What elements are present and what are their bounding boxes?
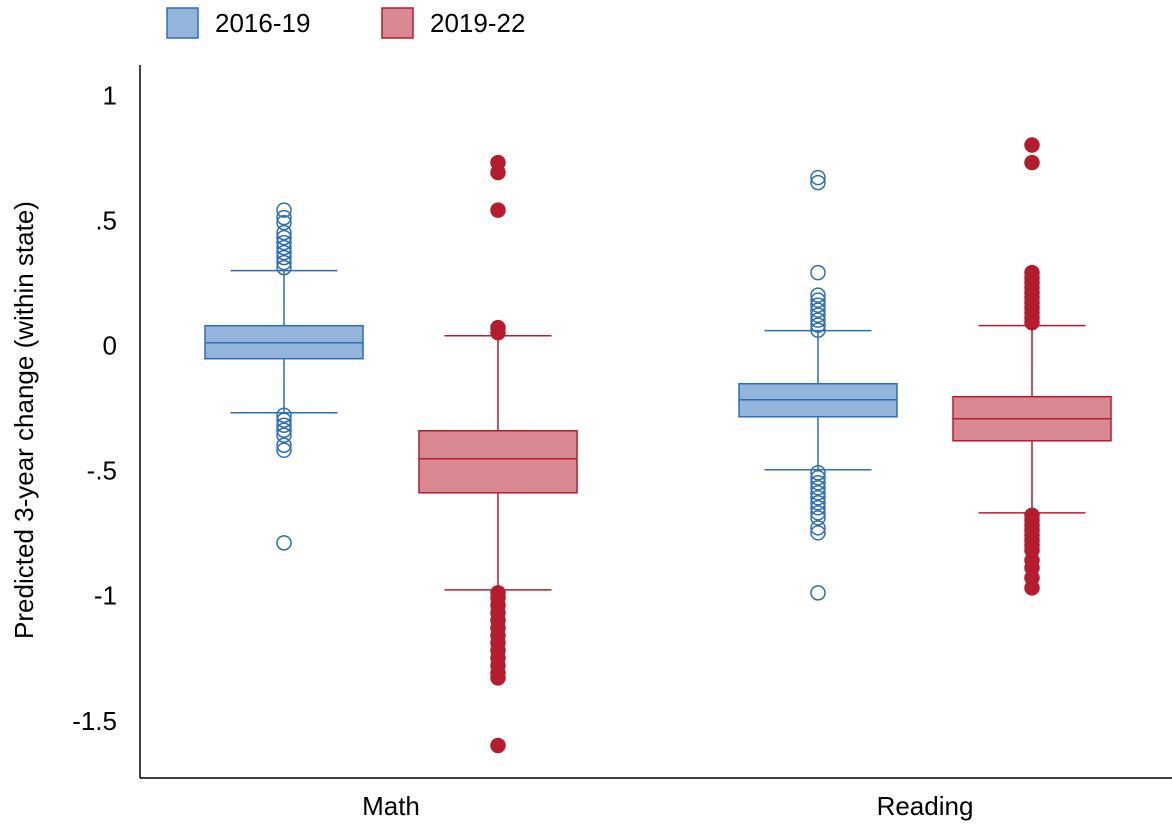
- outlier: [810, 490, 826, 506]
- outlier: [1024, 580, 1040, 596]
- outlier: [276, 234, 292, 251]
- box: [418, 430, 578, 494]
- outlier: [490, 670, 506, 686]
- outlier: [276, 202, 292, 218]
- outlier: [810, 495, 826, 511]
- outlier: [810, 169, 826, 186]
- outlier: [810, 312, 826, 328]
- legend-label: 2016-19: [215, 8, 310, 38]
- outlier: [276, 214, 292, 231]
- outlier: [810, 307, 826, 323]
- legend-swatch: [166, 7, 199, 39]
- outlier: [810, 510, 826, 526]
- outlier: [810, 470, 826, 486]
- outlier: [276, 427, 292, 444]
- outlier: [810, 297, 826, 313]
- outlier: [810, 485, 826, 501]
- outlier: [810, 287, 826, 303]
- outlier: [810, 505, 826, 521]
- y-tick-label: -1: [94, 581, 117, 611]
- x-tick-label: Math: [362, 791, 420, 821]
- outlier: [276, 437, 292, 454]
- outlier: [276, 239, 292, 256]
- outlier: [810, 475, 826, 491]
- outlier: [276, 254, 292, 271]
- outlier: [276, 417, 292, 434]
- outlier: [490, 737, 506, 754]
- outlier: [276, 259, 292, 276]
- outlier: [276, 422, 292, 439]
- outlier: [810, 322, 826, 338]
- y-tick-label: 0: [103, 331, 117, 361]
- outlier: [276, 249, 292, 266]
- outlier: [810, 525, 826, 541]
- outlier: [276, 442, 292, 459]
- outlier: [490, 202, 506, 218]
- y-tick-label: .5: [95, 205, 117, 235]
- y-tick-label: 1: [103, 80, 117, 110]
- outlier: [276, 244, 292, 261]
- outlier: [810, 520, 826, 536]
- outlier: [1024, 137, 1040, 153]
- x-tick-label: Reading: [877, 791, 974, 821]
- outlier: [1024, 154, 1040, 171]
- outlier: [1024, 264, 1040, 281]
- y-tick-label: -1.5: [72, 706, 117, 736]
- outlier: [810, 585, 826, 601]
- outlier: [810, 465, 826, 481]
- outlier: [810, 317, 826, 333]
- outlier: [490, 319, 506, 336]
- outlier: [276, 229, 292, 246]
- legend-swatch: [381, 7, 414, 39]
- y-tick-label: -.5: [87, 456, 117, 486]
- outlier: [276, 224, 292, 241]
- outlier: [810, 174, 826, 191]
- outlier: [810, 500, 826, 516]
- outlier: [276, 407, 292, 423]
- outlier: [810, 264, 826, 281]
- outlier: [810, 302, 826, 318]
- outlier: [276, 412, 292, 428]
- outlier: [276, 209, 292, 226]
- legend-label: 2019-22: [430, 8, 525, 38]
- outlier: [276, 535, 292, 551]
- y-axis-label: Predicted 3-year change (within state): [9, 201, 39, 639]
- outlier: [810, 292, 826, 308]
- outlier: [490, 154, 506, 171]
- outlier: [810, 480, 826, 496]
